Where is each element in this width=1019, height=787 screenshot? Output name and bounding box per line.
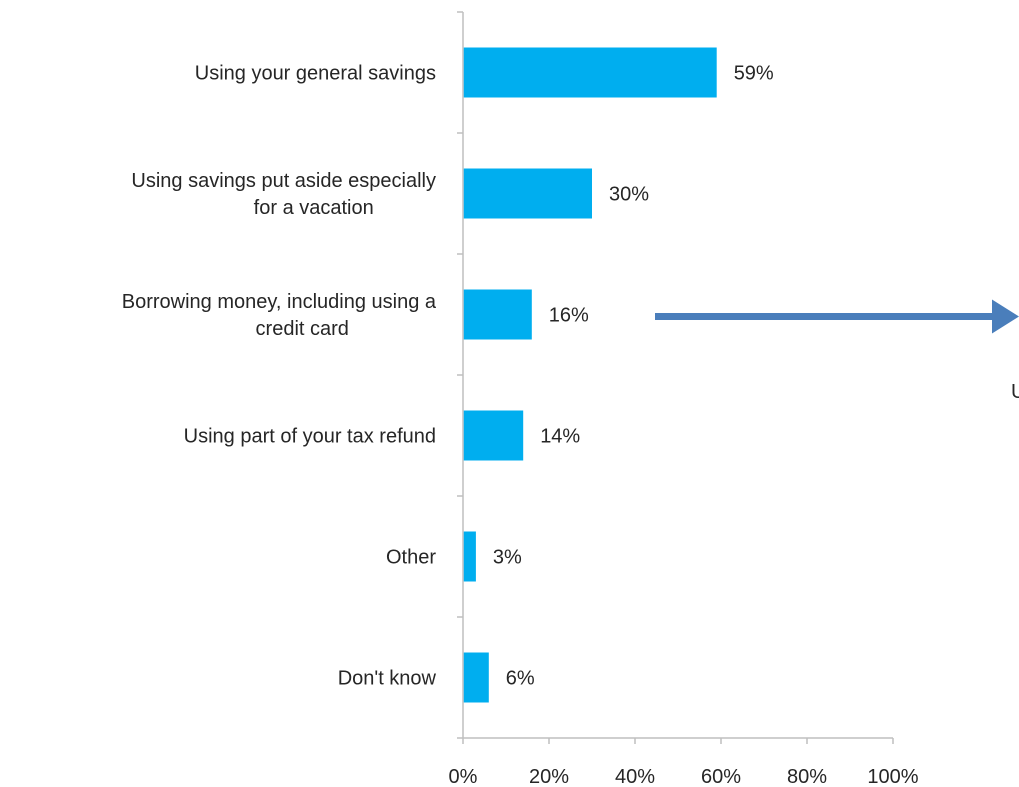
- annotations: U: [655, 299, 1019, 403]
- data-label: 3%: [493, 547, 522, 569]
- data-label: 6%: [506, 668, 535, 690]
- x-tick-label: 20%: [529, 766, 569, 787]
- data-label: 30%: [609, 184, 649, 206]
- category-label: Using part of your tax refund: [184, 426, 436, 448]
- bar: [463, 47, 717, 98]
- category-label: Other: [386, 547, 436, 569]
- x-tick-labels: 0% 20% 40% 60% 80% 100%: [449, 766, 919, 787]
- category-label: Don't know: [338, 668, 437, 690]
- annotation-arrow-head: [992, 299, 1019, 334]
- bar: [463, 289, 532, 340]
- bars: [463, 47, 717, 703]
- x-tick-label: 40%: [615, 766, 655, 787]
- x-tick-label: 0%: [449, 766, 478, 787]
- category-labels: Using your general savings Using savings …: [122, 63, 437, 690]
- bar: [463, 168, 592, 219]
- category-label: Using savings put aside especially for a …: [131, 170, 436, 219]
- x-tick-label: 80%: [787, 766, 827, 787]
- category-label: Borrowing money, including using a credit…: [122, 291, 437, 340]
- x-tick-label: 100%: [867, 766, 918, 787]
- annotation-text: U: [1011, 381, 1019, 403]
- data-label: 16%: [549, 305, 589, 327]
- data-label: 59%: [734, 63, 774, 85]
- data-labels: 59% 30% 16% 14% 3% 6%: [493, 63, 774, 690]
- x-tick-label: 60%: [701, 766, 741, 787]
- category-label: Using your general savings: [195, 63, 436, 85]
- bar: [463, 531, 476, 582]
- bar: [463, 410, 524, 461]
- axes: [457, 11, 894, 744]
- bar: [463, 652, 489, 703]
- data-label: 14%: [540, 426, 580, 448]
